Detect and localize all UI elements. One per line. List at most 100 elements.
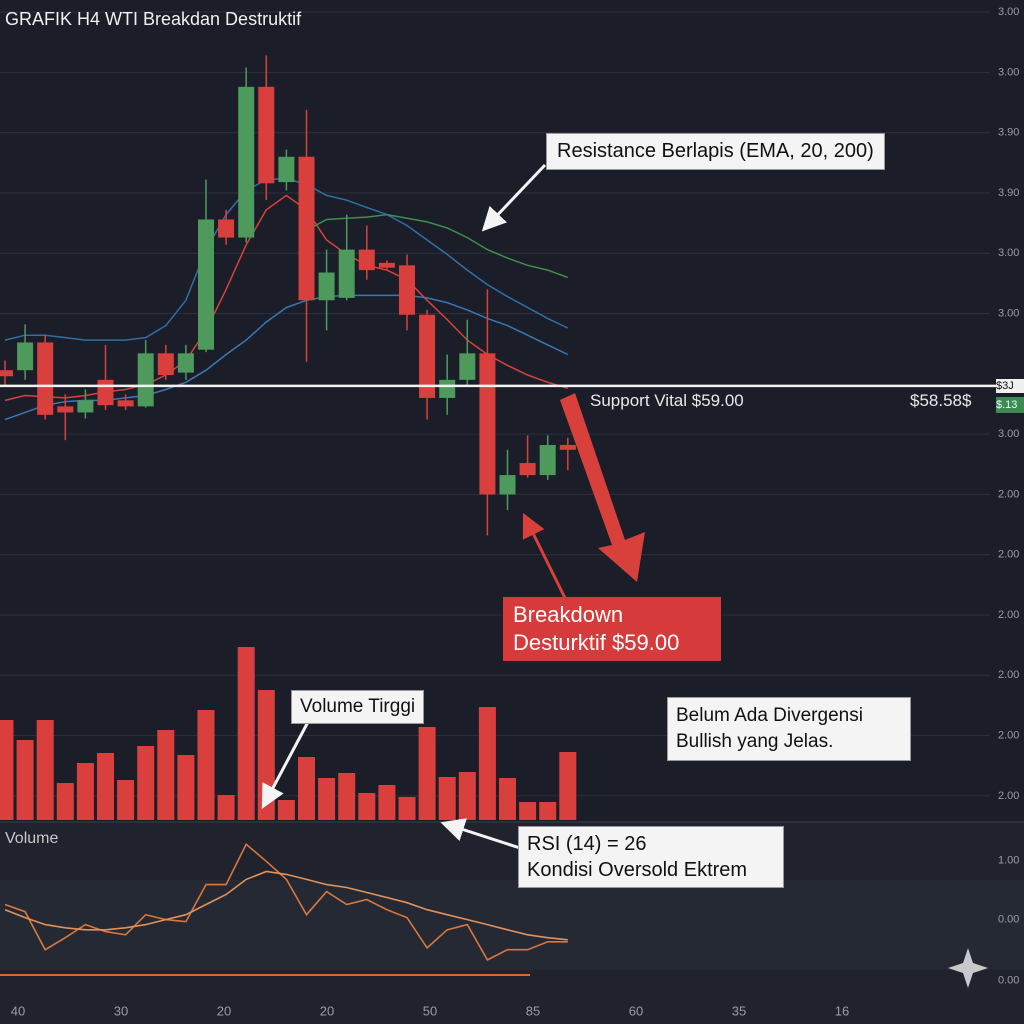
candle-body xyxy=(358,249,375,271)
candle-body xyxy=(459,353,476,380)
candle-body xyxy=(499,475,516,495)
x-tick-label: 16 xyxy=(835,1003,849,1018)
volume-bar xyxy=(237,647,255,820)
volume-bar xyxy=(458,772,476,820)
candle-body xyxy=(238,86,255,238)
candle-body xyxy=(57,406,74,413)
candle-body xyxy=(278,156,295,183)
annotation-line: Belum Ada Divergensi xyxy=(676,705,863,726)
divergence-box: Belum Ada Divergensi Bullish yang Jelas. xyxy=(667,697,911,761)
annotation-line: Breakdown xyxy=(513,602,624,627)
price-tag: $.13 xyxy=(996,397,1024,413)
arrow xyxy=(261,721,310,809)
candle-body xyxy=(338,249,355,298)
candle-body xyxy=(177,353,194,373)
volume-bar xyxy=(177,755,195,820)
arrow xyxy=(481,163,547,232)
y-tick-label: 1.00 xyxy=(998,855,1019,867)
volume-bar xyxy=(478,707,496,820)
arrow xyxy=(522,512,567,599)
y-tick-label: 2.00 xyxy=(998,549,1019,561)
line-series xyxy=(4,870,568,941)
y-tick-label: 2.00 xyxy=(998,669,1019,681)
y-tick-label: 0.00 xyxy=(998,913,1019,925)
volume-bar xyxy=(157,730,175,820)
x-tick-label: 85 xyxy=(526,1003,540,1018)
candle-body xyxy=(479,353,496,495)
volume-bar xyxy=(519,802,537,820)
breakdown-box: Breakdown Desturktif $59.00 xyxy=(503,597,721,661)
annotation: Volume Tirggi xyxy=(291,690,425,724)
volume-bar xyxy=(318,778,336,820)
volume-bar xyxy=(559,752,577,820)
chart-title: GRAFIK H4 WTI Breakdan Destruktif xyxy=(5,9,302,29)
volume-bar xyxy=(56,783,74,820)
candle-body xyxy=(399,265,415,315)
y-tick-label: 2.00 xyxy=(998,729,1019,741)
x-tick-label: 50 xyxy=(423,1003,437,1018)
candle-body xyxy=(0,370,13,377)
volume-label: Volume xyxy=(5,830,59,847)
volume-bar xyxy=(358,793,376,820)
volume-bar xyxy=(338,773,356,820)
volume-bar xyxy=(378,785,396,820)
volume-bar xyxy=(499,778,516,820)
candle-body xyxy=(97,379,114,406)
y-tick-label: 0.00 xyxy=(998,974,1019,986)
sparkle-icon xyxy=(948,948,988,988)
volume-bar xyxy=(0,720,14,820)
line-series xyxy=(306,213,569,279)
x-tick-label: 20 xyxy=(320,1003,334,1018)
x-tick-label: 30 xyxy=(114,1003,128,1018)
volume-bar xyxy=(16,740,34,820)
annotation-line: Bullish yang Jelas. xyxy=(676,731,834,752)
volume-bar xyxy=(36,720,54,820)
volume-bar xyxy=(197,710,215,820)
candle-body xyxy=(419,314,436,398)
volume-bar xyxy=(418,727,436,820)
marks xyxy=(0,55,577,961)
candle-body xyxy=(559,444,576,450)
x-tick-label: 40 xyxy=(11,1003,25,1018)
annotation-line: Desturktif $59.00 xyxy=(513,630,680,655)
volume-bar xyxy=(76,763,94,820)
volume-bar xyxy=(277,800,295,820)
x-tick-label: 20 xyxy=(217,1003,231,1018)
candle-body xyxy=(378,262,395,268)
y-tick-label: 2.00 xyxy=(998,609,1019,621)
volume-bar xyxy=(298,757,315,820)
annotation: Support Vital $59.00 xyxy=(590,391,744,410)
volume-bar xyxy=(398,797,416,820)
breakdown-arrow xyxy=(560,393,645,582)
y-tick-label: 3.00 xyxy=(998,428,1019,440)
candle-body xyxy=(137,353,154,407)
volume-bar xyxy=(97,753,114,820)
annotation-line: RSI (14) = 26 xyxy=(527,833,647,855)
y-tick-label: 2.00 xyxy=(998,790,1019,802)
candle-body xyxy=(17,342,34,371)
volume-bar xyxy=(438,777,456,820)
y-tick-label: 3.00 xyxy=(998,6,1019,18)
y-tick-label: 3.00 xyxy=(998,247,1019,259)
candle-body xyxy=(439,379,456,398)
rsi-band xyxy=(0,880,1024,970)
candle-body xyxy=(198,219,214,350)
candle-body xyxy=(218,219,235,238)
volume-bar xyxy=(117,780,135,820)
candle-body xyxy=(117,400,134,407)
y-tick-label: 2.00 xyxy=(998,488,1019,500)
candle-body xyxy=(298,156,315,301)
candle-body xyxy=(37,342,54,415)
price-tag: $3J xyxy=(996,379,1024,393)
y-tick-label: 3.90 xyxy=(998,127,1019,139)
x-tick-label: 60 xyxy=(629,1003,643,1018)
candle-body xyxy=(539,444,556,476)
rsi-box: RSI (14) = 26 Kondisi Oversold Ektrem xyxy=(518,826,784,888)
volume-bar xyxy=(217,795,235,820)
line-series xyxy=(4,177,569,341)
candle-body xyxy=(157,353,174,376)
candle-body xyxy=(519,463,536,476)
candle-body xyxy=(258,86,275,184)
